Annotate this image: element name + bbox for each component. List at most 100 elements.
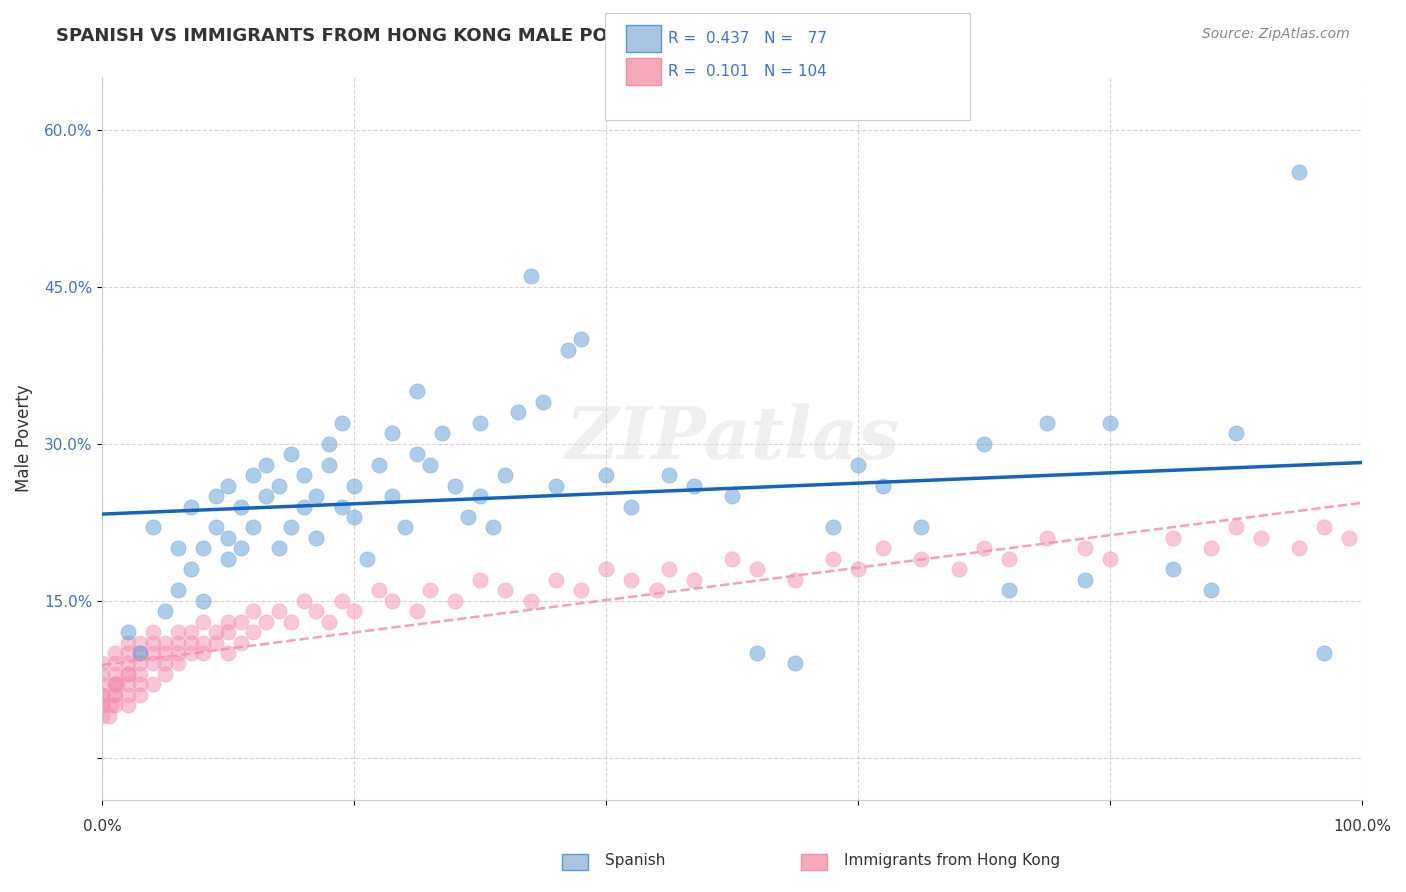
Point [318,458,340,472]
Point [97,708,120,723]
Point [179,646,201,660]
Point [104,667,127,681]
Point [117,646,139,660]
Point [683,573,706,587]
Point [204,489,226,503]
Point [595,468,617,483]
Point [330,416,353,430]
Text: 100.0%: 100.0% [1333,819,1391,834]
Point [142,635,165,649]
Point [229,635,252,649]
Point [998,552,1021,566]
Point [595,562,617,576]
Point [267,541,290,556]
Point [368,458,391,472]
Point [683,478,706,492]
Point [444,478,467,492]
Point [117,698,139,713]
Point [155,635,177,649]
Point [569,332,592,346]
Point [457,510,479,524]
Point [821,520,844,534]
Point [229,615,252,629]
Point [494,583,516,598]
Point [821,552,844,566]
Point [104,677,127,691]
Text: SPANISH VS IMMIGRANTS FROM HONG KONG MALE POVERTY CORRELATION CHART: SPANISH VS IMMIGRANTS FROM HONG KONG MAL… [56,27,893,45]
Point [330,593,353,607]
Point [419,458,441,472]
Point [1313,520,1336,534]
Text: ZIPatlas: ZIPatlas [565,403,900,474]
Point [482,520,505,534]
Point [104,677,127,691]
Point [544,478,567,492]
Point [645,583,668,598]
Point [129,667,152,681]
Point [104,646,127,660]
Point [406,384,429,399]
Point [142,646,165,660]
Point [406,604,429,618]
Point [129,688,152,702]
Point [91,688,114,702]
Point [1161,531,1184,545]
Point [179,562,201,576]
Point [167,646,190,660]
Point [91,698,114,713]
Point [229,541,252,556]
Point [104,688,127,702]
Point [330,500,353,514]
Point [620,573,643,587]
Point [470,573,492,587]
Point [242,604,264,618]
Point [129,657,152,671]
Point [292,500,315,514]
Point [531,395,554,409]
Point [494,468,516,483]
Point [519,269,541,284]
Point [1036,531,1059,545]
Point [155,657,177,671]
Point [117,635,139,649]
Point [394,520,416,534]
Point [343,510,366,524]
Point [117,657,139,671]
Point [419,583,441,598]
Point [191,635,214,649]
Point [104,698,127,713]
Point [343,604,366,618]
Point [107,677,129,691]
Point [167,635,190,649]
Point [280,447,302,461]
Point [444,593,467,607]
Point [129,646,152,660]
Point [1313,646,1336,660]
Point [569,583,592,598]
Point [280,520,302,534]
Text: Spanish: Spanish [605,854,665,868]
Point [129,677,152,691]
Point [381,489,404,503]
Point [117,677,139,691]
Point [280,615,302,629]
Point [1199,541,1222,556]
Point [1161,562,1184,576]
Point [1288,164,1310,178]
Point [104,657,127,671]
Point [846,562,869,576]
Point [292,593,315,607]
Point [179,500,201,514]
Point [721,552,744,566]
Point [217,625,239,640]
Point [191,541,214,556]
Point [658,562,681,576]
Point [167,625,190,640]
Point [973,541,995,556]
Point [117,667,139,681]
Point [910,552,932,566]
Point [1036,416,1059,430]
Point [406,447,429,461]
Point [872,541,894,556]
Point [846,458,869,472]
